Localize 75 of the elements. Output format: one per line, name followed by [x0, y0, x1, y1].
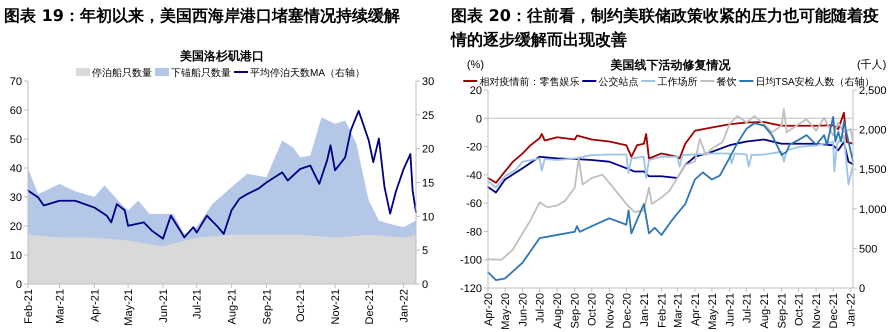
y2-tick-label: 10 — [422, 211, 434, 224]
x-tick-label: Jul-21 — [741, 293, 754, 323]
legend-label: 相对疫情前：零售娱乐 — [479, 76, 580, 88]
y2-tick-label: 30 — [422, 76, 434, 88]
x-tick-label: May-21 — [706, 293, 719, 330]
y2-tick-label: 2,500 — [859, 85, 887, 97]
x-tick-label: Oct-21 — [794, 293, 806, 326]
x-tick-label: Aug-21 — [226, 289, 239, 324]
y-tick-label: 40 — [10, 163, 22, 175]
x-tick-label: Aug-20 — [552, 293, 564, 328]
x-tick-label: Aug-21 — [759, 293, 772, 328]
x-tick-label: Jan-21 — [638, 293, 651, 327]
y2-tick-label: 5 — [422, 245, 428, 258]
x-tick-label: Dec-21 — [828, 293, 840, 328]
y-tick-label: 0 — [476, 113, 482, 126]
x-tick-label: Oct-20 — [586, 293, 599, 326]
y-tick-label: 50 — [10, 134, 22, 146]
legend-label: 停泊船只数量 — [92, 67, 152, 79]
x-tick-label: Nov-21 — [811, 293, 824, 328]
x-tick-label: Apr-20 — [483, 293, 495, 326]
y2-tick-label: 1,000 — [859, 204, 887, 216]
y-axis-title: (%) — [466, 59, 484, 71]
y2-tick-label: 500 — [859, 243, 878, 256]
y2-tick-label: 20 — [422, 144, 434, 156]
y2-tick-label: 0 — [422, 279, 428, 291]
y2-tick-label: 1,500 — [859, 164, 887, 176]
y-tick-label: -100 — [460, 254, 482, 267]
legend-label: 平均停泊天数MA（右轴） — [250, 67, 365, 79]
y-tick-label: 30 — [10, 192, 22, 204]
y-tick-label: 10 — [10, 250, 22, 262]
x-tick-label: May-21 — [123, 289, 136, 326]
x-tick-label: Jun-20 — [518, 293, 530, 327]
x-tick-label: Sep-20 — [570, 293, 582, 328]
y-tick-label: -80 — [466, 226, 482, 238]
y-tick-label: 20 — [10, 221, 22, 233]
y-tick-label: 60 — [10, 105, 22, 117]
x-tick-label: Mar-21 — [672, 293, 684, 328]
y-tick-label: -60 — [466, 198, 482, 210]
x-tick-label: Jul-20 — [534, 293, 547, 323]
x-tick-label: Sep-21 — [776, 293, 789, 328]
x-tick-label: Jan-22 — [398, 289, 411, 323]
y-tick-label: -120 — [460, 283, 482, 295]
x-tick-label: Dec-20 — [621, 293, 634, 328]
x-tick-label: Feb-21 — [23, 289, 35, 324]
y2-tick-label: 15 — [422, 178, 434, 190]
chart-title: 图表 19：年初以来，美国西海岸港口堵塞情况持续缓解 — [4, 5, 401, 27]
y-tick-label: 70 — [10, 76, 22, 88]
x-tick-label: Apr-21 — [690, 293, 702, 326]
x-tick-label: Dec-21 — [364, 289, 376, 324]
x-tick-label: May-20 — [500, 293, 512, 330]
legend-label: 公交站点 — [598, 76, 638, 88]
y2-tick-label: 25 — [422, 110, 434, 122]
legend-label: 下锚船只数量 — [171, 68, 231, 79]
x-tick-label: Jul-21 — [192, 289, 204, 319]
x-tick-label: Jun-21 — [158, 289, 170, 323]
x-tick-label: Sep-21 — [261, 289, 274, 324]
y2-axis-title: (千人) — [857, 58, 886, 71]
y-tick-label: 0 — [16, 279, 22, 291]
x-tick-label: Jan-22 — [846, 293, 858, 327]
legend-label: 餐饮 — [716, 76, 736, 88]
y-tick-label: -20 — [466, 142, 482, 154]
x-tick-label: Nov-21 — [330, 289, 342, 324]
y-tick-label: 20 — [470, 85, 482, 97]
y-tick-label: -40 — [466, 170, 482, 182]
y2-tick-label: 0 — [859, 283, 866, 295]
x-tick-label: Mar-21 — [54, 289, 66, 324]
y2-tick-label: 2,000 — [859, 124, 887, 137]
x-tick-label: Apr-21 — [89, 289, 102, 322]
legend-label: 工作场所 — [657, 76, 698, 88]
x-tick-label: Jun-21 — [724, 293, 736, 327]
chart-subtitle: 美国线下活动修复情况 — [610, 58, 732, 72]
chart-title: 图表 20：往前看，制约美联储政策收紧的压力也可能随着疫情的逐步缓解而出现改善 — [451, 5, 880, 51]
x-tick-label: Oct-21 — [295, 289, 308, 322]
x-tick-label: Nov-20 — [604, 293, 616, 328]
x-tick-label: Feb-21 — [656, 293, 668, 328]
